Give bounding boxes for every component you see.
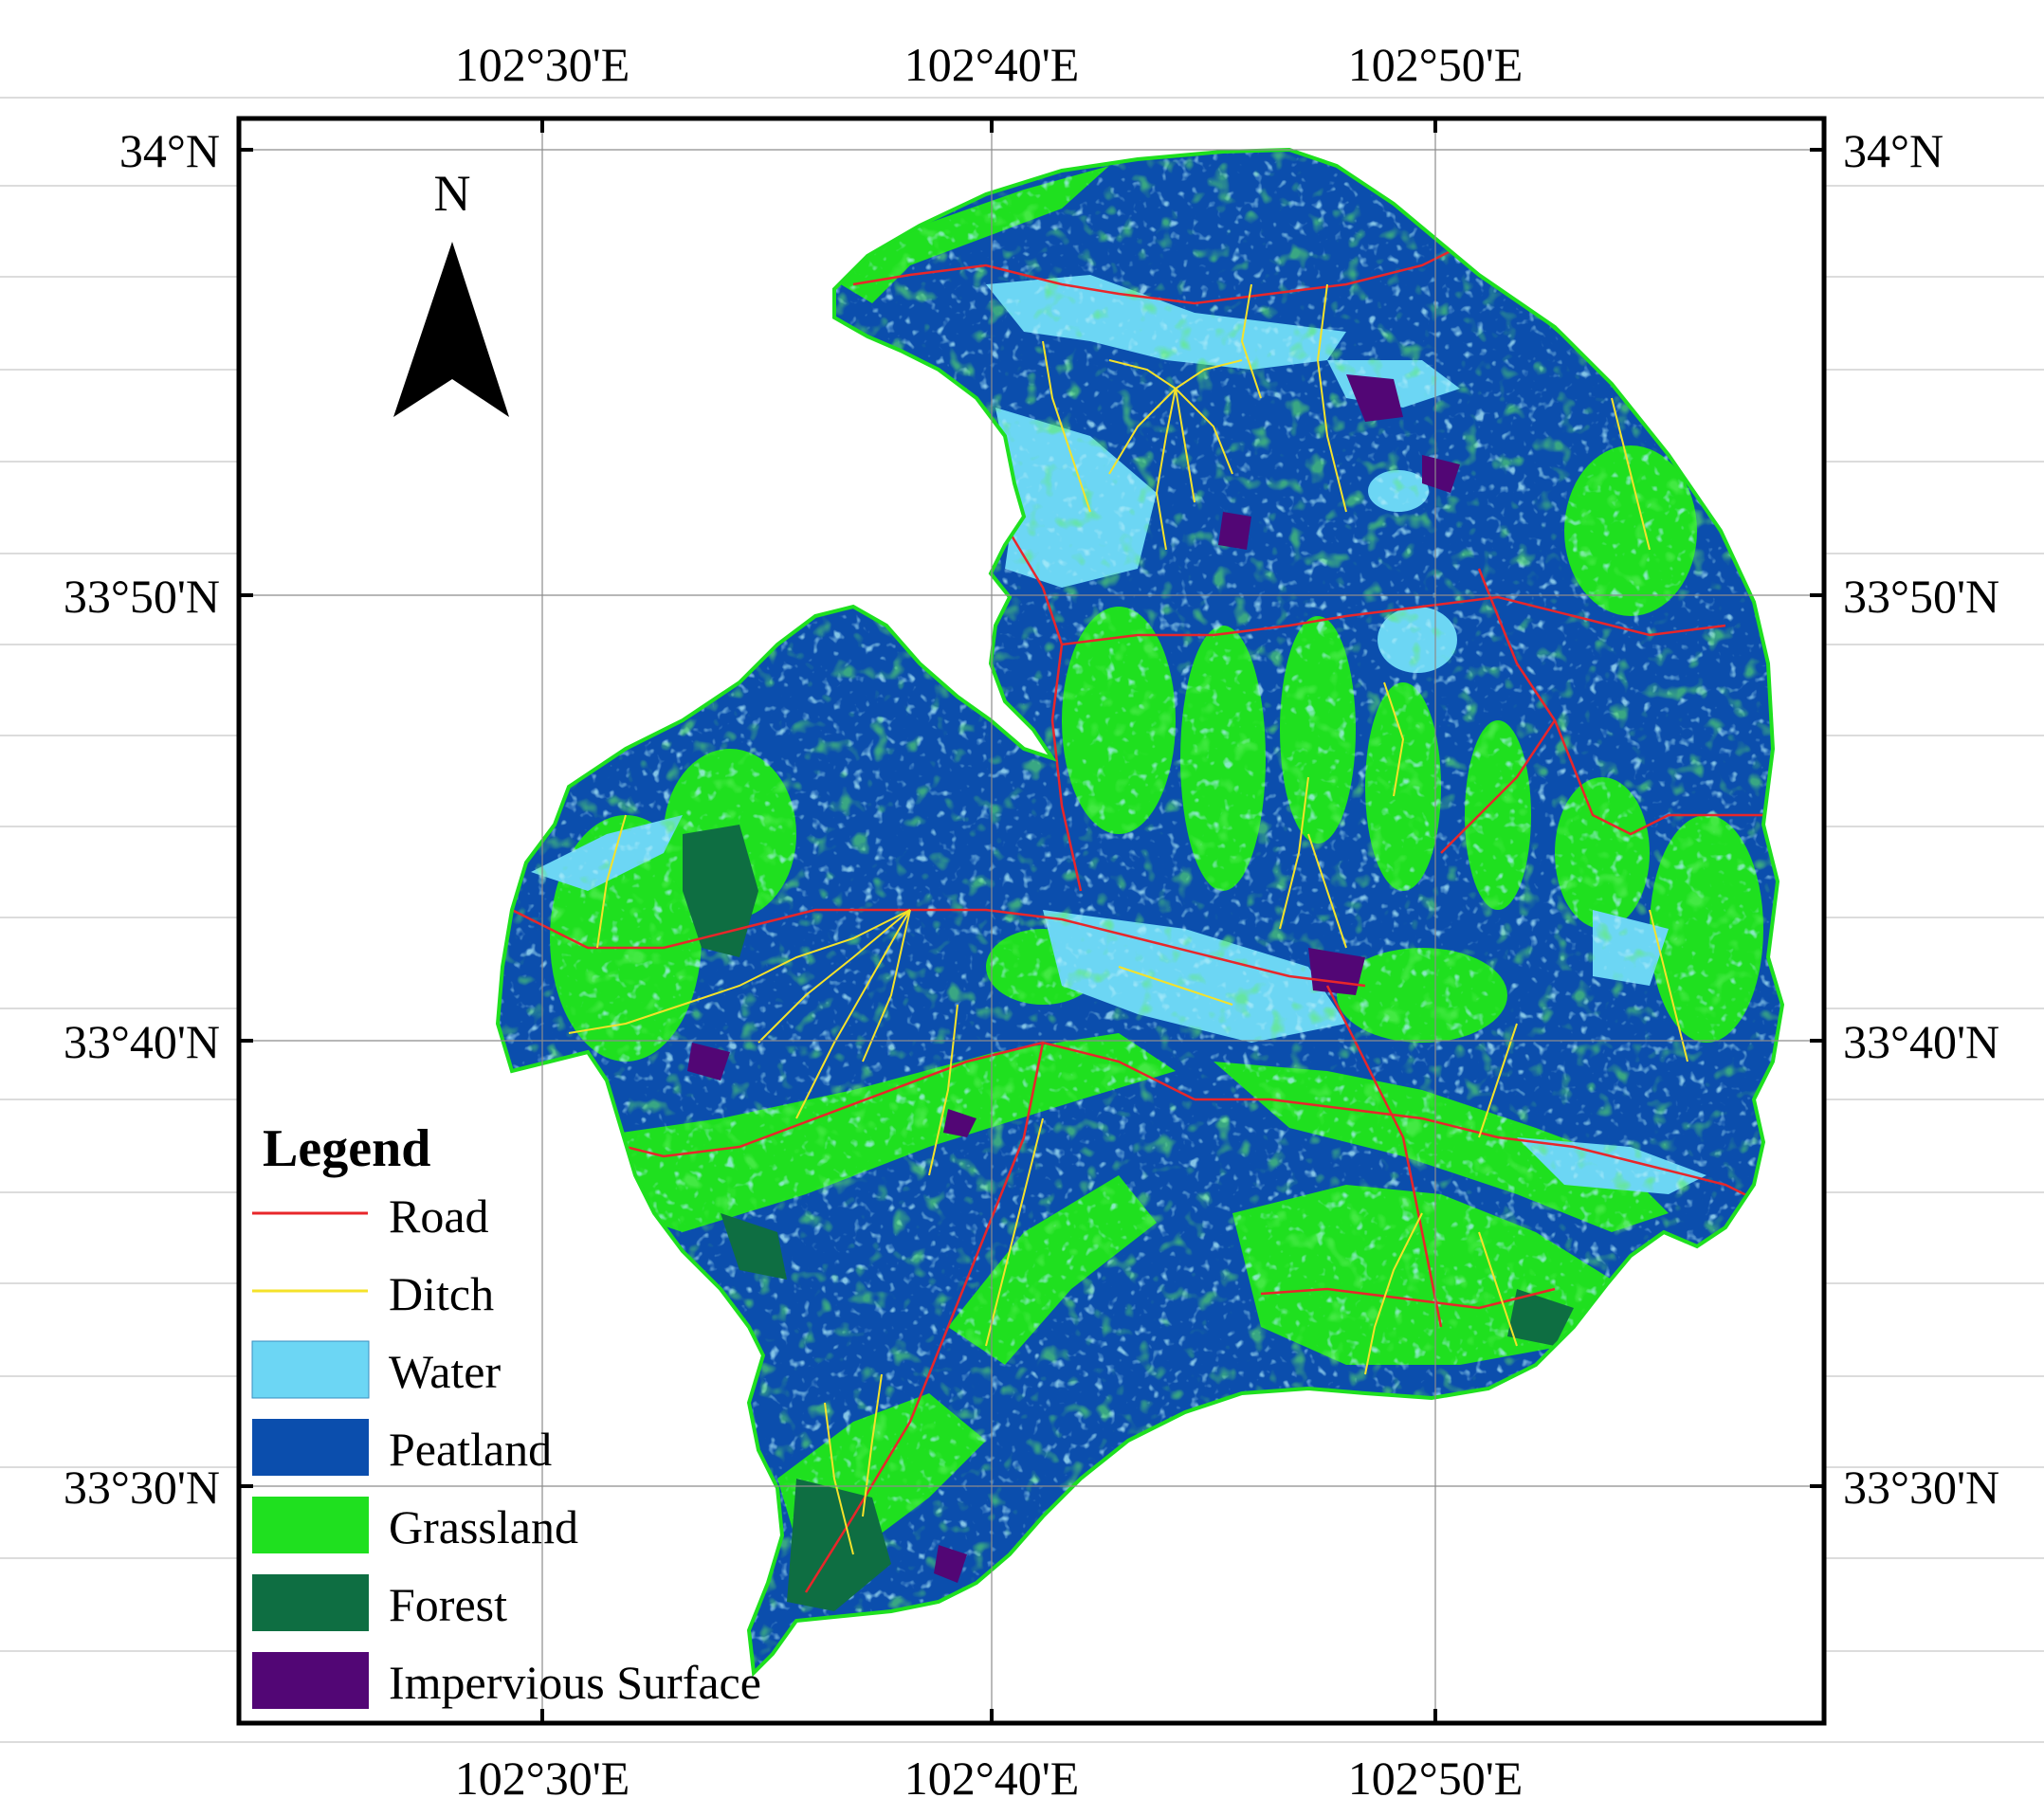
bottom-axis-label: 102°50'E (1348, 1752, 1524, 1805)
forest-areas (683, 825, 1574, 1611)
top-axis-label: 102°30'E (455, 38, 630, 91)
inner-gridlines (239, 118, 1824, 1723)
legend-label: Grassland (389, 1500, 578, 1553)
right-axis-label: 34°N (1843, 124, 1944, 177)
left-axis-label: 33°30'N (64, 1461, 220, 1514)
right-axis-label: 33°50'N (1843, 570, 1999, 623)
right-axis-labels: 34°N 33°50'N 33°40'N 33°30'N (1843, 124, 1999, 1514)
north-arrow: N (393, 165, 509, 417)
legend-label: Ditch (389, 1267, 494, 1320)
legend-peatland-swatch (252, 1419, 369, 1476)
bottom-axis-label: 102°40'E (904, 1752, 1080, 1805)
legend: Legend Road Ditch Water Peatland Grassla… (251, 1119, 761, 1709)
legend-label: Road (389, 1189, 489, 1243)
legend-label: Forest (389, 1578, 507, 1631)
north-arrow-label: N (434, 165, 471, 222)
legend-water-swatch (251, 1340, 370, 1399)
left-axis-label: 34°N (119, 124, 220, 177)
bottom-axis-label: 102°30'E (455, 1752, 630, 1805)
left-axis-labels: 34°N 33°50'N 33°40'N 33°30'N (64, 124, 220, 1514)
legend-title: Legend (263, 1119, 430, 1178)
tick-marks (239, 118, 1824, 1723)
legend-label: Water (389, 1345, 501, 1398)
ditch-network (568, 283, 1688, 1555)
top-axis-labels: 102°30'E 102°40'E 102°50'E (455, 38, 1524, 91)
legend-label: Peatland (389, 1423, 552, 1476)
left-axis-label: 33°40'N (64, 1015, 220, 1068)
top-axis-label: 102°40'E (904, 38, 1080, 91)
right-axis-label: 33°30'N (1843, 1461, 1999, 1514)
right-axis-label: 33°40'N (1843, 1015, 1999, 1068)
legend-forest-swatch (252, 1574, 369, 1631)
left-axis-label: 33°50'N (64, 570, 220, 623)
top-axis-label: 102°50'E (1348, 38, 1524, 91)
bottom-axis-labels: 102°30'E 102°40'E 102°50'E (455, 1752, 1524, 1805)
legend-impervious-swatch (252, 1652, 369, 1709)
north-arrow-icon (393, 242, 509, 417)
legend-grassland-swatch (252, 1497, 369, 1553)
road-network (511, 207, 1773, 1593)
map-frame (236, 116, 1827, 1726)
legend-label: Impervious Surface (389, 1656, 761, 1709)
